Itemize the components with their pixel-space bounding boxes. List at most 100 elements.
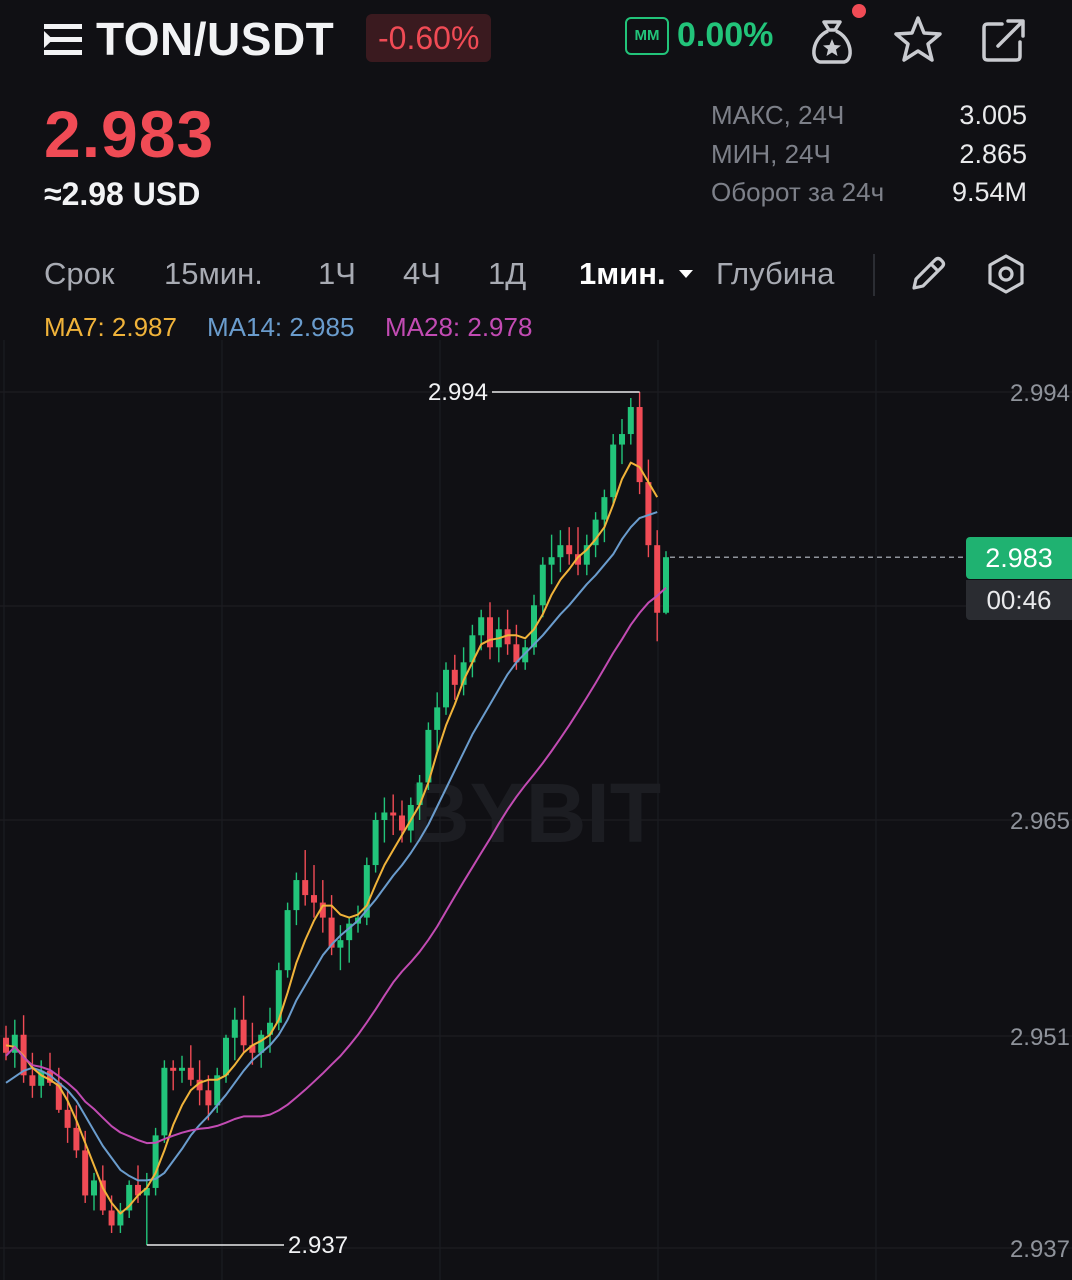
tab-depth[interactable]: Глубина (716, 256, 835, 291)
low-marker-label: 2.937 (288, 1232, 348, 1259)
candle (557, 530, 564, 573)
stat-value-turnover: 9.54M (951, 177, 1027, 207)
tab-15min[interactable]: 15мин. (164, 256, 263, 291)
candle (627, 398, 634, 445)
price-tick-label: 2.994 (1010, 380, 1070, 407)
candle (161, 1060, 168, 1143)
stat-value-low: 2.865 (959, 139, 1027, 169)
candle (522, 639, 529, 670)
candle (179, 1055, 185, 1083)
candle (575, 527, 581, 576)
ma14-line (5, 511, 658, 1182)
candle (460, 647, 467, 696)
usd-price: ≈2.98 USD (44, 176, 201, 212)
price-tick-label: 2.937 (1010, 1236, 1070, 1263)
candle (346, 917, 353, 963)
tab-4h[interactable]: 4Ч (403, 256, 441, 291)
stat-label-high: МАКС, 24Ч (711, 100, 845, 130)
candle (187, 1045, 194, 1086)
share-icon[interactable] (976, 12, 1032, 68)
tab-1h[interactable]: 1Ч (318, 256, 356, 291)
ma28-legend: MA28: 2.978 (385, 312, 533, 342)
candle (443, 662, 449, 715)
candle-countdown: 00:46 (966, 580, 1072, 620)
change-badge: -0.60% (366, 14, 492, 62)
candle (381, 797, 388, 843)
ma14-legend: MA14: 2.985 (207, 312, 355, 342)
candle (152, 1127, 159, 1196)
candle (311, 865, 317, 918)
candle (258, 1030, 265, 1068)
candle (504, 609, 511, 655)
candle (619, 419, 625, 465)
candle (592, 512, 599, 558)
stat-label-low: МИН, 24Ч (711, 139, 831, 169)
candle (117, 1202, 124, 1233)
candle (29, 1052, 36, 1098)
mm-value[interactable]: 0.00% (677, 16, 774, 54)
tab-1d[interactable]: 1Д (488, 256, 527, 291)
ma-lines (5, 461, 667, 1215)
candle (240, 995, 247, 1053)
high-marker-label: 2.994 (428, 379, 488, 406)
candle (284, 902, 291, 978)
price-tick-label: 2.965 (1010, 808, 1070, 835)
last-price: 2.983 (44, 97, 215, 171)
chevron-down-icon[interactable] (679, 270, 693, 278)
candle (363, 857, 370, 926)
candle (425, 722, 432, 790)
candle (372, 812, 379, 873)
stat-value-high: 3.005 (959, 100, 1027, 130)
price-axis: 2.994 2.965 2.951 2.937 (1010, 380, 1070, 1263)
candle (610, 434, 617, 505)
candle (601, 489, 608, 543)
ma28-line (5, 587, 667, 1145)
pencil-icon[interactable] (906, 252, 950, 296)
candle (231, 1007, 238, 1061)
candle (654, 530, 661, 642)
candle (566, 527, 573, 565)
menu-icon[interactable] (44, 22, 84, 58)
candle (126, 1180, 133, 1218)
candle (390, 794, 397, 836)
money-bag-icon[interactable] (804, 12, 860, 68)
ma7-line (5, 461, 659, 1215)
candle (487, 602, 493, 660)
tab-1min[interactable]: 1мин. (579, 256, 666, 291)
candle (337, 925, 344, 971)
candle (645, 459, 652, 558)
candle (91, 1172, 97, 1211)
candle (434, 692, 441, 753)
candle (73, 1105, 80, 1158)
candle (539, 557, 546, 618)
candlestick-chart[interactable]: BYBIT 2.994 2.965 2.951 2.937 2.994 2.937 (0, 340, 1072, 1280)
star-icon[interactable] (890, 12, 946, 68)
candle (249, 1022, 256, 1065)
candle (583, 534, 590, 576)
ma7-legend: MA7: 2.987 (44, 312, 177, 342)
extreme-markers: 2.994 2.937 (146, 379, 640, 1259)
candle (99, 1165, 106, 1215)
price-tick-label: 2.951 (1010, 1024, 1070, 1051)
stat-label-turnover: Оборот за 24ч (711, 177, 885, 207)
candle (636, 392, 643, 495)
candle (451, 654, 458, 700)
settings-icon[interactable] (984, 252, 1028, 296)
pair-title[interactable]: TON/USDT (96, 13, 335, 65)
candle (663, 551, 669, 615)
tab-term[interactable]: Срок (44, 256, 115, 291)
divider (873, 254, 875, 296)
mm-badge[interactable]: MM (625, 17, 669, 55)
candle (143, 1172, 150, 1245)
candle (416, 774, 423, 820)
candle (495, 617, 502, 663)
bybit-watermark: BYBIT (409, 766, 661, 860)
candle (302, 850, 309, 906)
current-price-badge: 2.983 (966, 537, 1072, 579)
candle (469, 624, 476, 678)
candle (548, 534, 555, 585)
candle (11, 1019, 18, 1068)
notification-dot (852, 4, 866, 18)
candle (205, 1075, 212, 1121)
candle (170, 1060, 177, 1091)
